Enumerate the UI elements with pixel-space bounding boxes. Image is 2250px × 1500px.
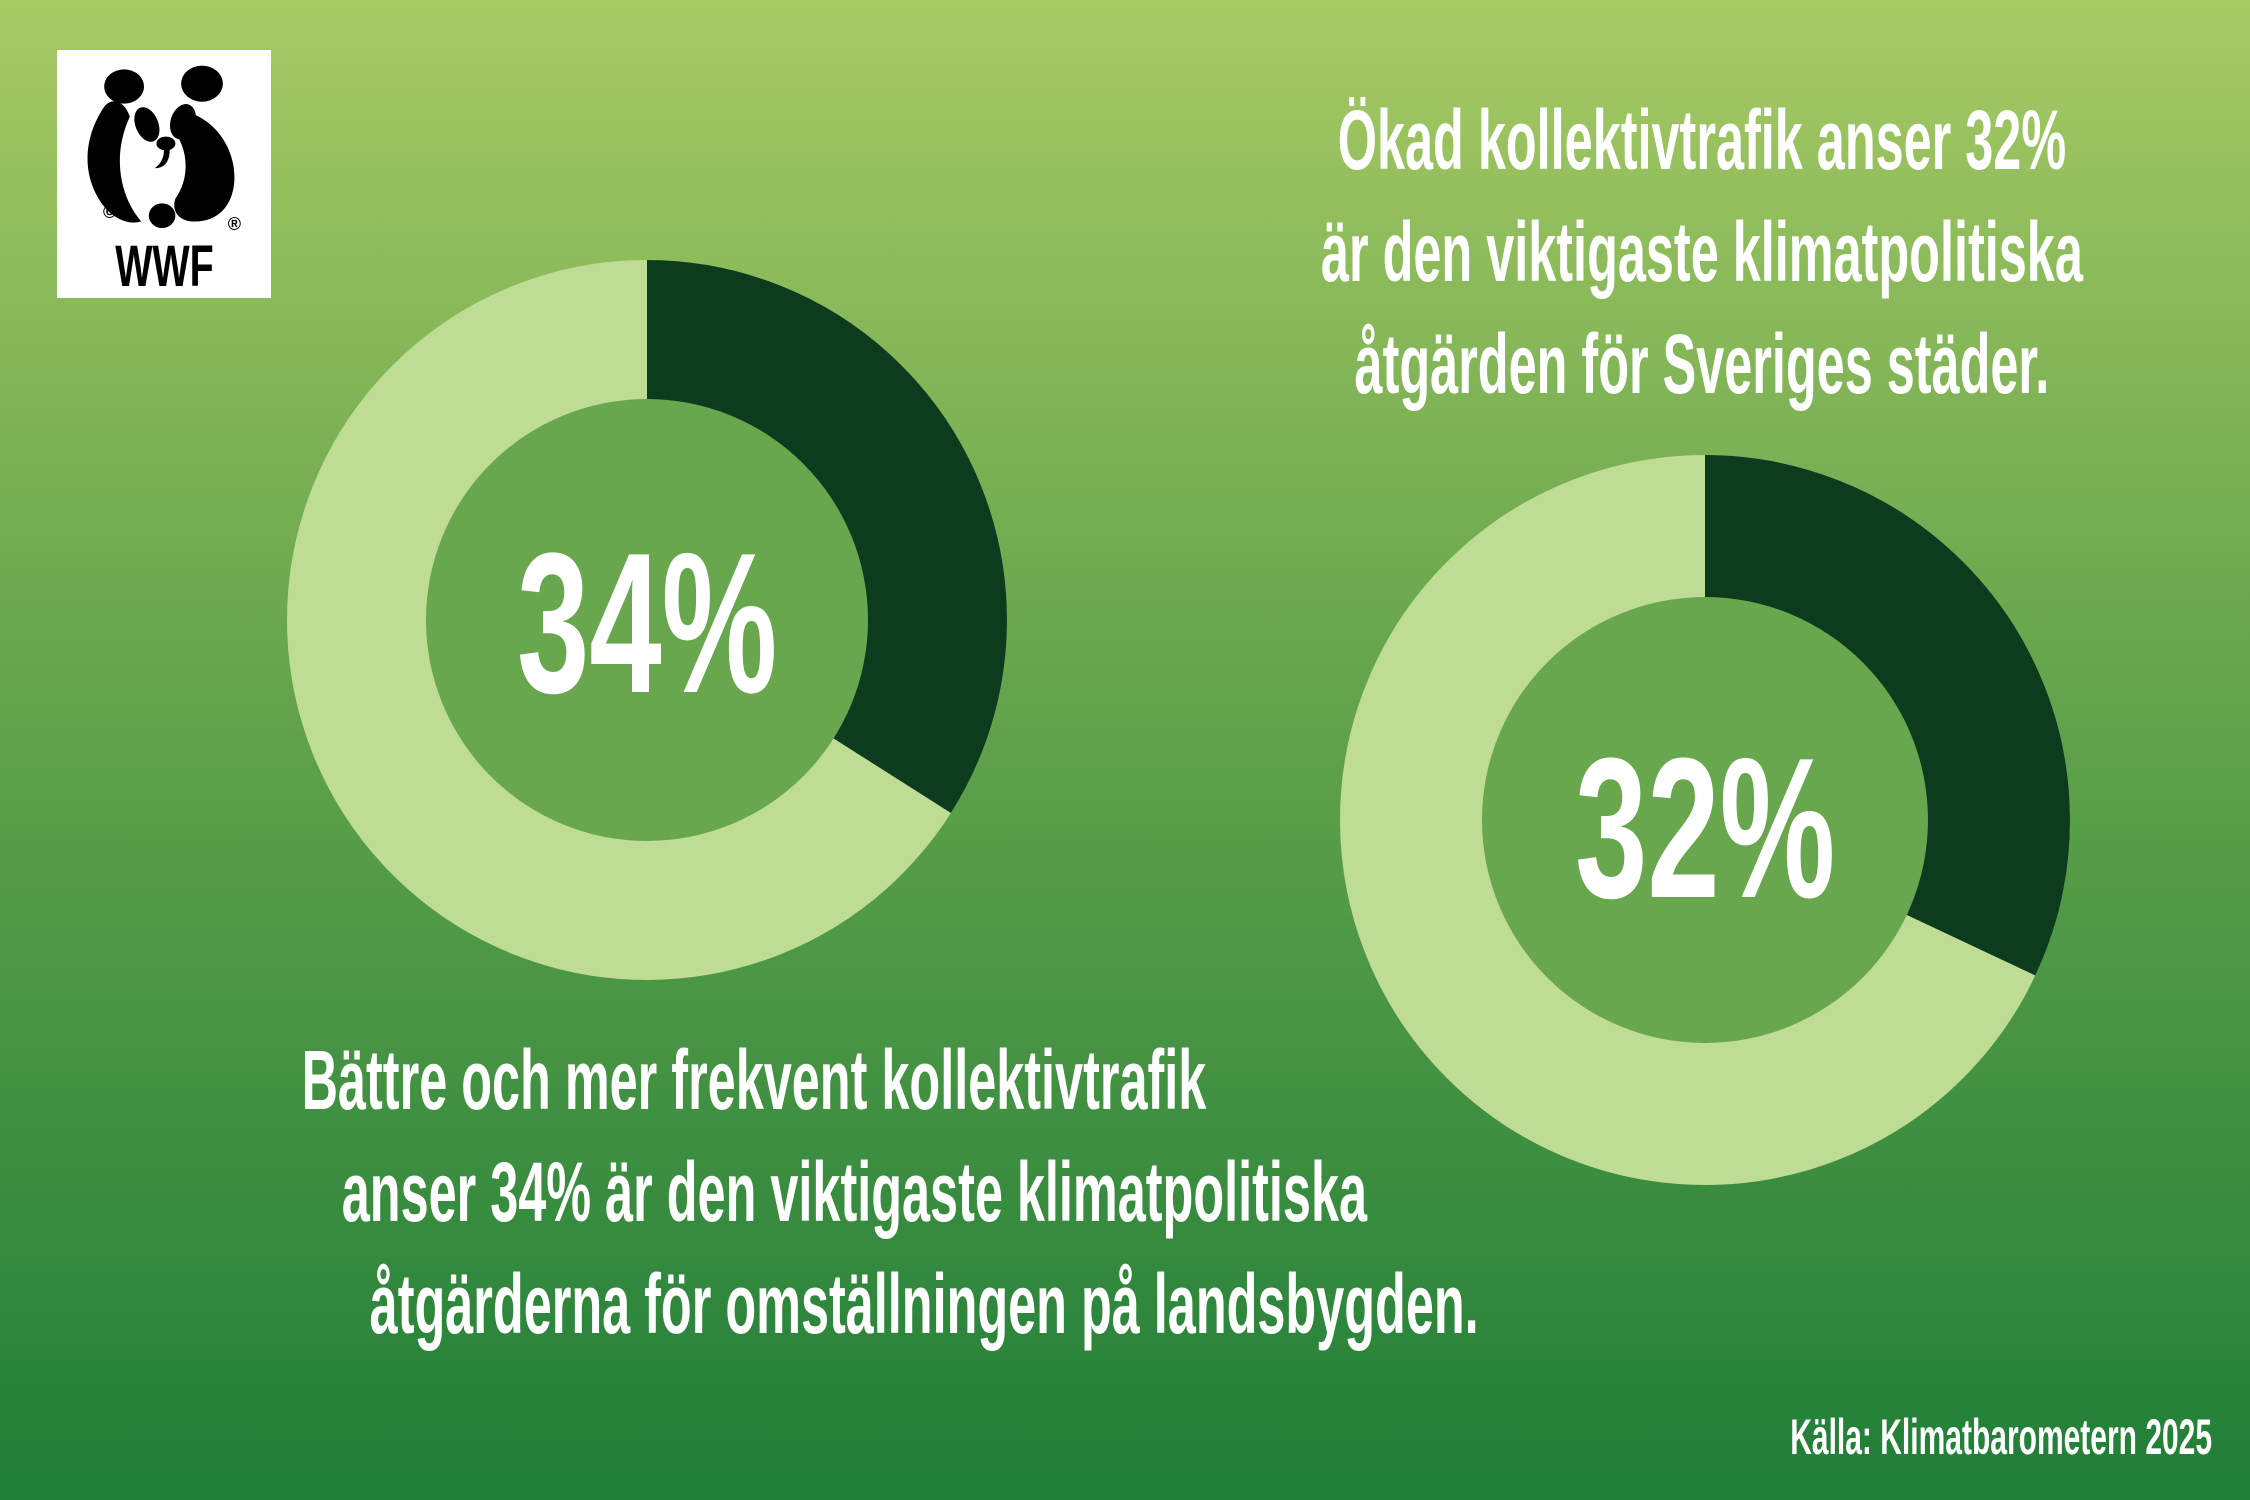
registered-symbol: ®: [227, 214, 241, 234]
panda-right-ear: [181, 65, 223, 102]
panda-right-body: [174, 111, 235, 222]
caption-line: Ökad kollektivtrafik anser 32%: [1337, 93, 2067, 187]
caption-cities: Ökad kollektivtrafik anser 32% är den vi…: [1002, 84, 2250, 420]
panda-front-paw: [148, 203, 176, 229]
copyright-symbol: ©: [103, 202, 117, 222]
panda-left-eye-patch: [134, 107, 160, 142]
donut-center-disc: [426, 399, 868, 841]
donut-value-label-countryside: 34%: [516, 512, 778, 735]
caption-line: anser 34% är den viktigaste klimatpoliti…: [341, 1145, 1368, 1239]
caption-line: är den viktigaste klimatpolitiska: [1321, 205, 2083, 299]
wwf-logo-text: WWF: [114, 234, 214, 299]
donut-segment-dark: [1340, 455, 2070, 1185]
panda-mouth: [154, 149, 170, 169]
donut-value-label-cities: 32%: [1574, 717, 1836, 940]
panda-left-body: [87, 101, 142, 223]
donut-chart-cities: [1340, 455, 2070, 1185]
donut-segment-dark: [287, 260, 1007, 980]
panda-nose: [156, 136, 176, 151]
panda-right-eye-patch: [169, 104, 197, 140]
caption-countryside: Bättre och mer frekvent kollektivtrafik …: [0, 1024, 1479, 1360]
donut-chart-countryside: [287, 260, 1007, 980]
wwf-panda-icon: [87, 65, 235, 229]
wwf-logo-box: © ® WWF: [57, 50, 271, 298]
source-text: Källa: Klimatbarometern 2025: [1790, 1409, 2212, 1465]
donut-center-disc: [1482, 597, 1928, 1043]
caption-line: åtgärderna för omställningen på landsbyg…: [369, 1257, 1479, 1351]
caption-line: åtgärden för Sveriges städer.: [1354, 317, 2050, 411]
panda-left-ear: [104, 69, 145, 104]
caption-line: Bättre och mer frekvent kollektivtrafik: [301, 1033, 1207, 1127]
